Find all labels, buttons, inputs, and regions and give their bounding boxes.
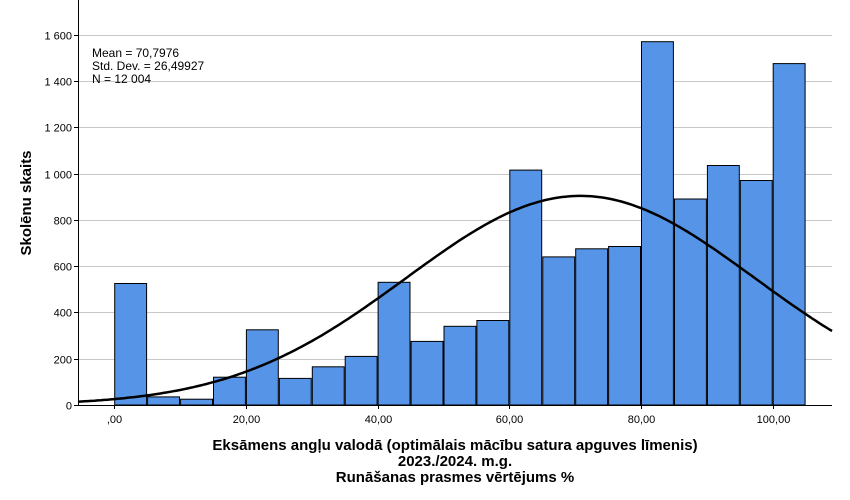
x-tick-label: 60,00 [496,414,524,426]
histogram-bar [245,329,279,406]
histogram-bar [147,396,181,406]
y-tick-label: 400 [54,308,72,320]
gridlines [78,35,832,360]
stat-std-dev: Std. Dev. = 26,49927 [92,59,205,73]
histogram-bar [575,248,609,406]
stat-n: N = 12 004 [92,72,151,86]
histogram-bar [641,41,674,406]
y-tick-label: 200 [54,355,72,367]
histogram-bar [706,165,740,406]
histogram-bar [114,283,148,406]
y-tick-label: 0 [66,401,72,413]
x-tick-label: ,00 [107,414,122,426]
x-axis-title-line-2: 2023./2024. m.g. [398,453,512,470]
histogram-bar [213,376,246,406]
x-tick-label: 100,00 [757,414,791,426]
histogram-bar [278,377,312,406]
histogram-bar [739,180,773,406]
histogram-bar [476,320,510,406]
axes [74,0,832,409]
histogram-bar [443,325,477,406]
histogram-bar [344,355,378,406]
normal-curve [77,194,833,403]
histogram-bar [410,340,444,406]
y-tick-label: 600 [54,262,72,274]
y-tick-label: 1 600 [44,31,72,43]
histogram-bar [674,198,707,406]
histogram-bar [608,246,641,406]
histogram-bar [542,256,576,406]
x-axis-title-line-3: Runāšanas prasmes vērtējums % [336,469,574,486]
y-axis-title: Skolēnu skaits [18,150,35,255]
histogram-bar [772,63,806,406]
normal-curve-layer [77,194,833,403]
x-tick-label: 40,00 [365,414,393,426]
y-tick-label: 1 200 [44,123,72,135]
histogram-bar [180,398,214,406]
tick-labels: 0 200 400 600 800 1 000 1 200 1 400 1 600 ,00 20,0… [44,31,790,427]
histogram-bar [311,366,345,406]
histogram-bars [114,41,806,406]
y-tick-label: 1 000 [44,170,72,182]
y-tick-label: 800 [54,216,72,228]
x-tick-label: 20,00 [233,414,261,426]
stat-mean: Mean = 70,7976 [92,46,179,60]
y-tick-label: 1 400 [44,77,72,89]
stats-box: Mean = 70,7976 Std. Dev. = 26,49927 N = … [92,46,205,86]
histogram-bar [377,281,411,406]
x-axis-title: Eksāmens angļu valodā (optimālais mācību… [212,437,697,486]
x-axis-title-line-1: Eksāmens angļu valodā (optimālais mācību… [212,437,697,454]
x-tick-label: 80,00 [628,414,656,426]
